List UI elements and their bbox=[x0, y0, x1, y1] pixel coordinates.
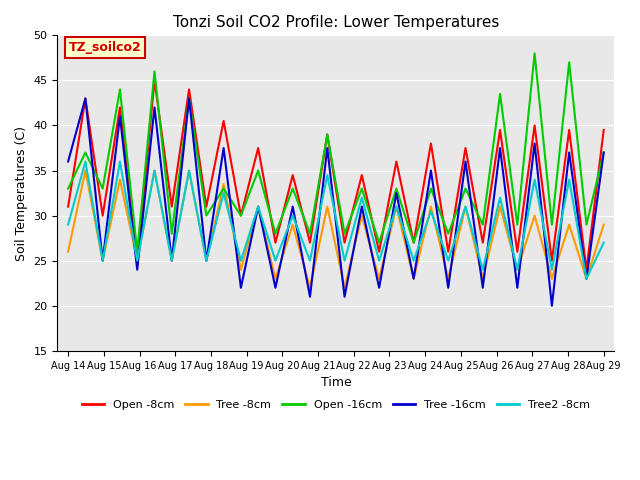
X-axis label: Time: Time bbox=[321, 376, 351, 389]
Y-axis label: Soil Temperatures (C): Soil Temperatures (C) bbox=[15, 126, 28, 261]
Text: TZ_soilco2: TZ_soilco2 bbox=[68, 41, 141, 54]
Title: Tonzi Soil CO2 Profile: Lower Temperatures: Tonzi Soil CO2 Profile: Lower Temperatur… bbox=[173, 15, 499, 30]
Legend: Open -8cm, Tree -8cm, Open -16cm, Tree -16cm, Tree2 -8cm: Open -8cm, Tree -8cm, Open -16cm, Tree -… bbox=[77, 396, 595, 415]
